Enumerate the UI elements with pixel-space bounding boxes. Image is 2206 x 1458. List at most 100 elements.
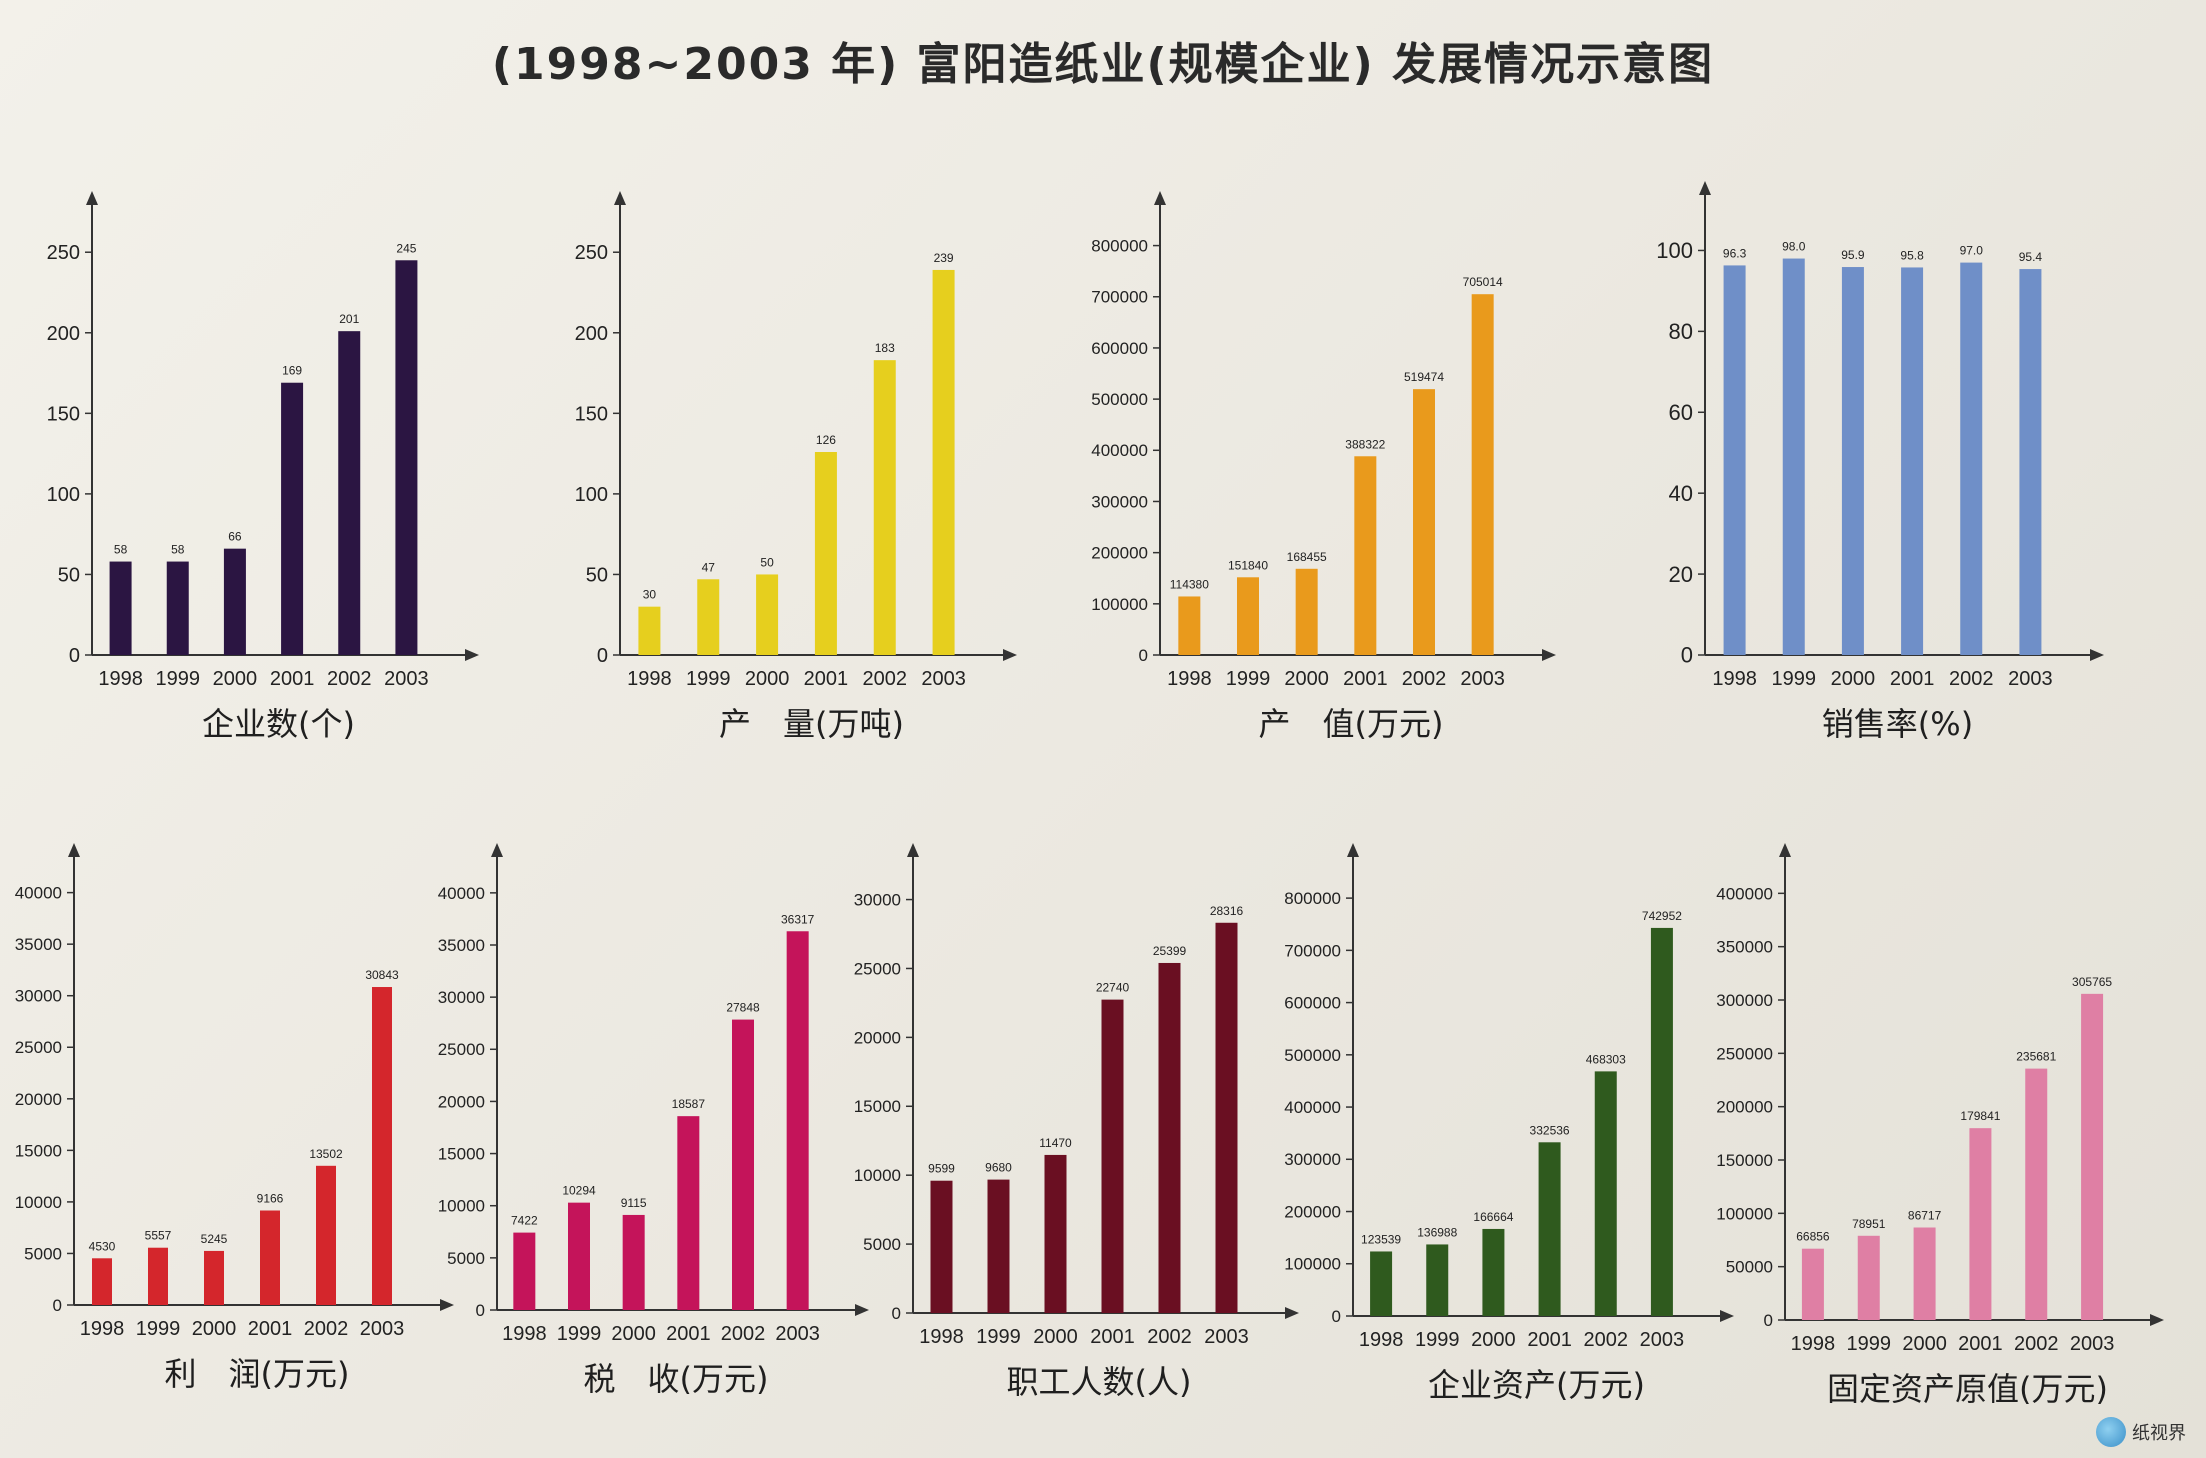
y-tick-label: 50 (586, 564, 608, 586)
y-tick-label: 35000 (15, 935, 62, 954)
data-label: 9680 (985, 1161, 1012, 1175)
y-tick-label: 0 (1332, 1307, 1341, 1326)
bar (1237, 577, 1259, 655)
chart-8: 0 50000 100000 150000 200000 250000 300000 3500… (1716, 843, 2164, 1408)
data-label: 22740 (1096, 981, 1130, 995)
chart-title: 产 量(万吨) (719, 705, 904, 743)
x-tick-label: 2000 (611, 1323, 656, 1345)
data-label: 126 (816, 433, 836, 447)
x-tick-label: 1998 (502, 1323, 547, 1345)
x-tick-label: 1998 (98, 668, 143, 690)
bar (1901, 267, 1924, 655)
bar (873, 360, 896, 655)
y-tick-label: 700000 (1284, 941, 1341, 960)
bar (756, 574, 779, 655)
y-tick-label: 10000 (15, 1193, 62, 1212)
y-tick-label: 0 (476, 1301, 485, 1320)
bar (932, 269, 955, 655)
bar (2081, 993, 2104, 1320)
bar (1101, 999, 1124, 1313)
x-tick-label: 1998 (1359, 1329, 1404, 1351)
chart-title: 销售率(%) (1822, 705, 1973, 743)
bar (148, 1247, 168, 1305)
x-tick-label: 1999 (1772, 668, 1817, 690)
data-label: 58 (114, 543, 128, 557)
y-tick-label: 500000 (1284, 1046, 1341, 1065)
x-tick-label: 2001 (1890, 668, 1935, 690)
bar (1650, 927, 1673, 1316)
y-tick-label: 100 (1656, 238, 1693, 263)
y-tick-label: 200000 (1284, 1202, 1341, 1221)
data-label: 11470 (1039, 1136, 1072, 1150)
x-tick-label: 2003 (360, 1318, 405, 1340)
x-tick-label: 2003 (2070, 1333, 2115, 1355)
bar (1295, 568, 1318, 655)
y-tick-label: 400000 (1716, 884, 1773, 903)
x-tick-label: 2002 (304, 1318, 349, 1340)
bar (1044, 1154, 1067, 1313)
y-axis-arrow-icon (1154, 191, 1166, 205)
data-label: 235681 (2016, 1050, 2056, 1064)
y-tick-label: 30000 (15, 987, 62, 1006)
data-label: 305765 (2072, 975, 2112, 989)
y-axis-arrow-icon (614, 191, 626, 205)
y-axis-arrow-icon (1699, 181, 1711, 195)
x-tick-label: 2003 (1204, 1326, 1249, 1348)
data-label: 97.0 (1960, 244, 1984, 258)
x-tick-label: 2002 (863, 668, 908, 690)
bar (166, 561, 189, 655)
x-tick-label: 1998 (1791, 1333, 1836, 1355)
y-tick-label: 25000 (854, 959, 901, 978)
x-tick-label: 1999 (557, 1323, 602, 1345)
data-label: 168455 (1287, 550, 1327, 564)
bar (1215, 922, 1238, 1313)
data-label: 13502 (309, 1147, 343, 1161)
watermark: 纸视界 (2096, 1412, 2196, 1452)
bar (2019, 269, 2042, 655)
x-tick-label: 2002 (1402, 668, 1447, 690)
data-label: 136988 (1417, 1225, 1457, 1239)
watermark-text: 纸视界 (2132, 1423, 2186, 1444)
x-tick-label: 2000 (1471, 1329, 1516, 1351)
y-tick-label: 400000 (1091, 441, 1148, 460)
bar (513, 1232, 536, 1310)
y-tick-label: 0 (892, 1304, 901, 1323)
x-tick-label: 2000 (213, 668, 258, 690)
bar (281, 382, 304, 655)
y-tick-label: 100000 (1716, 1204, 1773, 1223)
chart-1: 0 50 100 150 200 250 30 1998 47 1999 50 2000 126 2001… (575, 191, 1017, 743)
data-label: 25399 (1153, 944, 1187, 958)
x-tick-label: 2002 (721, 1323, 766, 1345)
y-tick-label: 800000 (1284, 889, 1341, 908)
data-label: 18587 (672, 1097, 706, 1111)
x-tick-label: 2001 (248, 1318, 293, 1340)
x-tick-label: 1999 (1226, 668, 1271, 690)
data-label: 519474 (1404, 370, 1444, 384)
bar (814, 452, 837, 655)
data-label: 123539 (1361, 1232, 1401, 1246)
bar (1482, 1228, 1505, 1316)
chart-2: 0 100000 200000 300000 400000 500000 600000 700… (1091, 191, 1556, 743)
bar (1413, 389, 1435, 655)
y-tick-label: 0 (1764, 1311, 1773, 1330)
bar (1782, 258, 1805, 655)
data-label: 98.0 (1782, 240, 1806, 254)
data-label: 78951 (1852, 1217, 1886, 1231)
y-tick-label: 40000 (15, 884, 62, 903)
x-tick-label: 2003 (1640, 1329, 1685, 1351)
x-tick-label: 2000 (745, 668, 790, 690)
y-tick-label: 600000 (1284, 994, 1341, 1013)
x-tick-label: 2003 (2008, 668, 2053, 690)
bar (622, 1214, 645, 1310)
data-label: 9599 (928, 1162, 955, 1176)
x-axis-arrow-icon (2090, 649, 2104, 661)
y-tick-label: 25000 (15, 1038, 62, 1057)
y-tick-label: 150 (47, 403, 80, 425)
chart-title: 企业数(个) (202, 705, 355, 743)
y-tick-label: 300000 (1091, 492, 1148, 511)
x-tick-label: 1998 (919, 1326, 964, 1348)
bar (1801, 1248, 1824, 1320)
bar (1913, 1227, 1936, 1320)
bar (1857, 1235, 1880, 1320)
